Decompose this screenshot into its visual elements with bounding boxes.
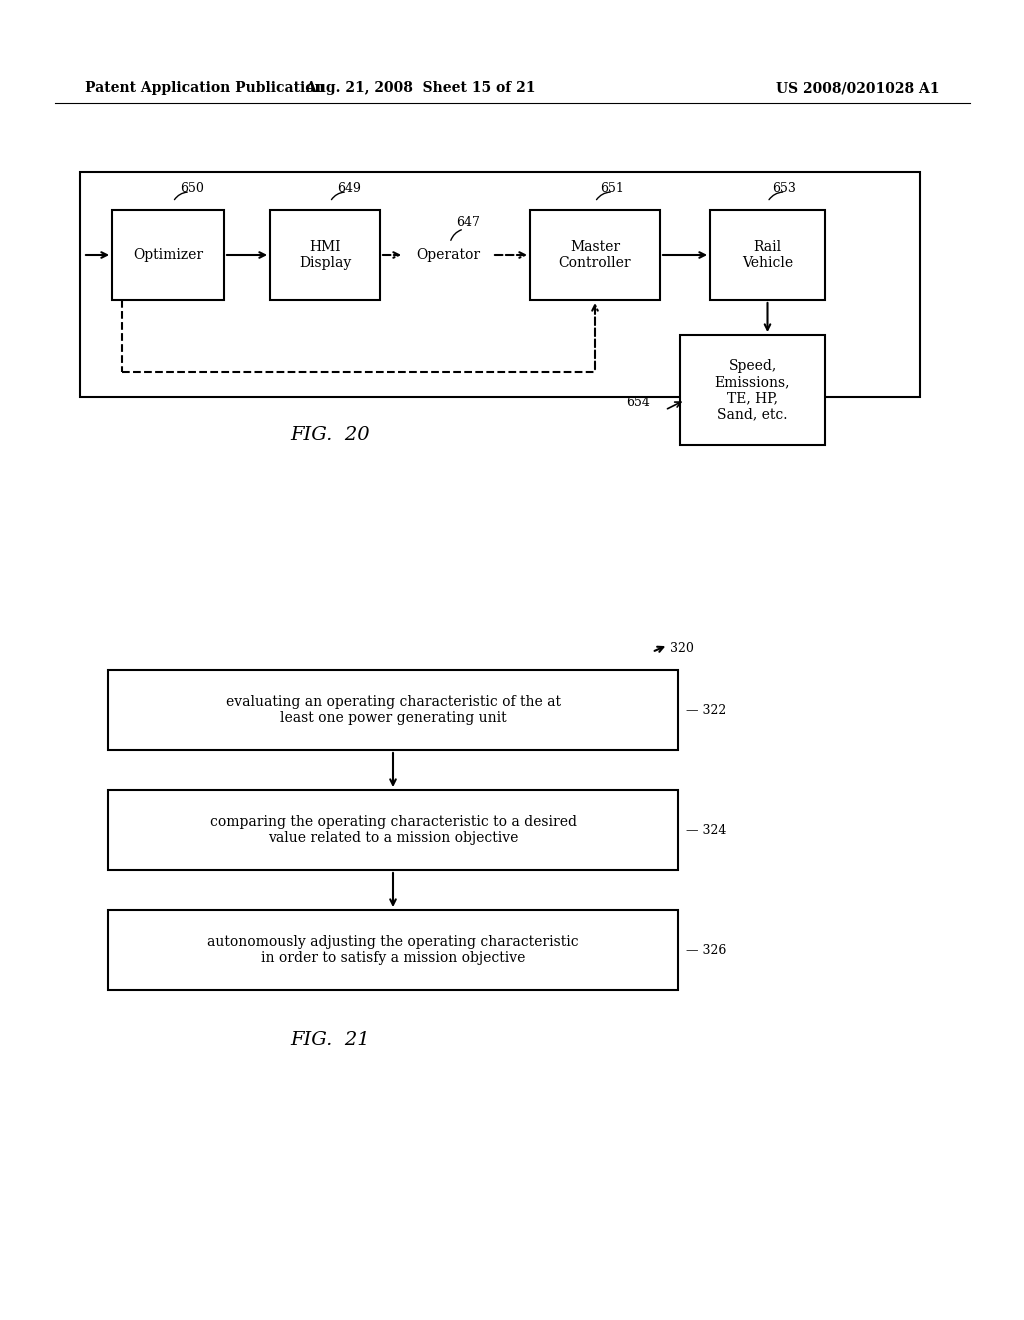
Text: Optimizer: Optimizer xyxy=(133,248,203,261)
Text: Master
Controller: Master Controller xyxy=(559,240,632,271)
Text: US 2008/0201028 A1: US 2008/0201028 A1 xyxy=(776,81,940,95)
Text: autonomously adjusting the operating characteristic
in order to satisfy a missio: autonomously adjusting the operating cha… xyxy=(207,935,579,965)
Text: 647: 647 xyxy=(456,216,480,230)
Text: 654: 654 xyxy=(626,396,650,408)
Text: 649: 649 xyxy=(337,181,360,194)
Text: evaluating an operating characteristic of the at
least one power generating unit: evaluating an operating characteristic o… xyxy=(225,694,560,725)
Bar xyxy=(680,335,825,445)
Text: Speed,
Emissions,
TE, HP,
Sand, etc.: Speed, Emissions, TE, HP, Sand, etc. xyxy=(715,359,791,421)
Bar xyxy=(710,210,825,300)
Bar xyxy=(112,210,224,300)
Bar xyxy=(108,789,678,870)
Bar xyxy=(108,671,678,750)
Text: Aug. 21, 2008  Sheet 15 of 21: Aug. 21, 2008 Sheet 15 of 21 xyxy=(305,81,536,95)
Bar xyxy=(80,172,920,397)
Text: 650: 650 xyxy=(180,181,204,194)
Text: — 322: — 322 xyxy=(686,704,726,717)
Bar xyxy=(530,210,660,300)
Bar xyxy=(108,909,678,990)
Text: — 326: — 326 xyxy=(686,944,726,957)
Text: Rail
Vehicle: Rail Vehicle xyxy=(742,240,793,271)
Bar xyxy=(270,210,380,300)
Text: Patent Application Publication: Patent Application Publication xyxy=(85,81,325,95)
Text: 320: 320 xyxy=(670,642,694,655)
Text: Operator: Operator xyxy=(416,248,480,261)
Text: — 324: — 324 xyxy=(686,824,726,837)
Text: comparing the operating characteristic to a desired
value related to a mission o: comparing the operating characteristic t… xyxy=(210,814,577,845)
Text: HMI
Display: HMI Display xyxy=(299,240,351,271)
Text: 653: 653 xyxy=(772,181,797,194)
Text: 651: 651 xyxy=(600,181,624,194)
Text: FIG.  20: FIG. 20 xyxy=(290,426,370,444)
Text: FIG.  21: FIG. 21 xyxy=(290,1031,370,1049)
